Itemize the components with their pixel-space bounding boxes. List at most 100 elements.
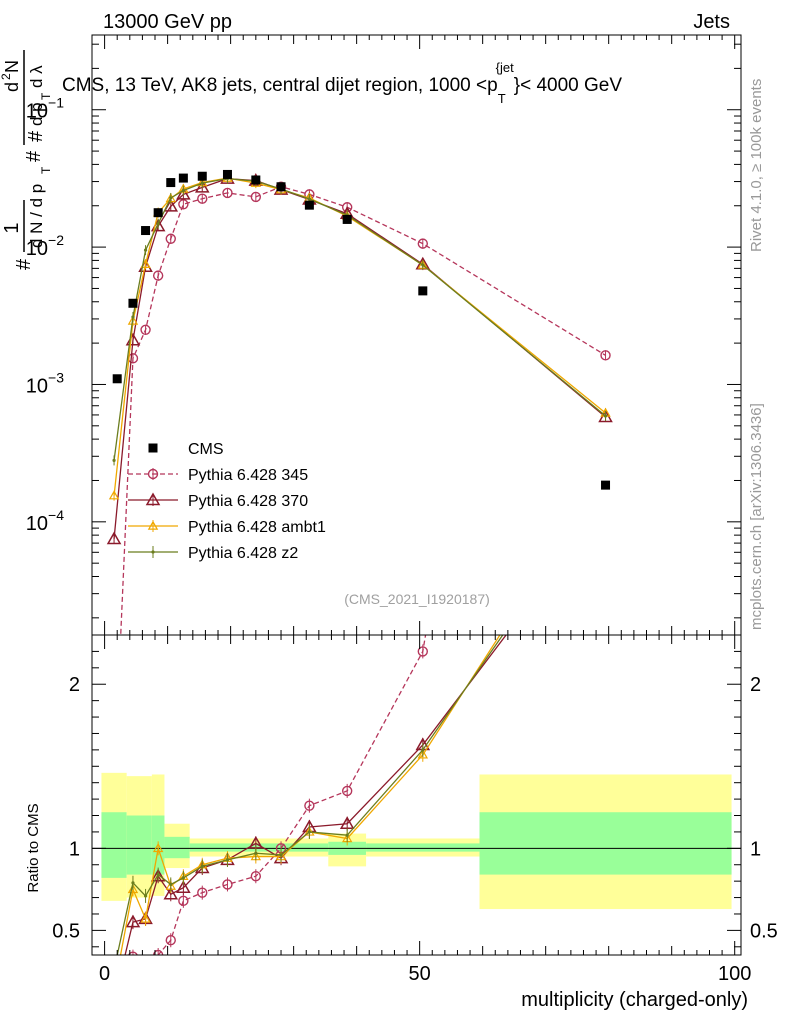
ratio-point-p370-5 — [176, 880, 191, 893]
data-point-8 — [251, 175, 261, 185]
legend-label-p345: Pythia 6.428 345 — [188, 467, 308, 484]
y-tick-label-ratio-left-1: 1 — [69, 838, 80, 860]
point-z2-6 — [200, 181, 204, 185]
ylabel-den: d N / d p — [27, 184, 46, 248]
ratio-point-p370-0 — [108, 995, 120, 1006]
title-tail: }< 4000 GeV — [514, 75, 623, 96]
y-tick-label-ratio-left-2: 2 — [69, 674, 80, 696]
ratio-point-z2-11 — [345, 833, 349, 837]
point-z2-1 — [131, 315, 135, 319]
ratio-point-p345-1 — [128, 951, 138, 955]
ylabel-num-sup: 2 — [0, 73, 13, 80]
point-z2-2 — [143, 248, 148, 252]
ratio-point-z2-7 — [225, 858, 230, 862]
mcplots-label: mcplots.cern.ch [arXiv:1306.3436] — [748, 403, 765, 630]
ratio-point-z2-8 — [254, 851, 258, 855]
data-point-0 — [112, 374, 122, 384]
point-z2-3 — [156, 222, 160, 226]
ratio-point-z2-5 — [181, 876, 185, 880]
ratio-point-z2-2 — [143, 894, 148, 898]
point-z2-4 — [169, 196, 173, 200]
data-point-10 — [304, 200, 314, 210]
ratio-point-ambt1-13 — [601, 467, 609, 474]
ratio-point-p345-12 — [417, 646, 429, 657]
ratio-point-p345-5 — [178, 895, 189, 907]
ratio-point-ambt1-3 — [152, 842, 164, 853]
x-axis-label: multiplicity (charged-only) — [521, 989, 748, 1011]
ratio-line-z2 — [116, 635, 504, 955]
y-axis-label-main: # 1 d N / d p T # d 2 N # d p T d λ — [0, 50, 53, 270]
ratio-point-p345-8 — [250, 871, 262, 882]
point-ambt1-1 — [127, 315, 139, 325]
x-tick-label-1: 50 — [409, 963, 431, 985]
ylabel-den-hash: # — [25, 130, 47, 142]
plot-title: CMS, 13 TeV, AK8 jets, central dijet reg… — [62, 60, 622, 106]
legend-label-cms: CMS — [188, 441, 224, 458]
point-z2-10 — [307, 197, 311, 201]
ratio-point-z2-9 — [279, 853, 283, 857]
point-p345-8 — [250, 191, 262, 203]
y-tick-label-ratio-right-0: 0.5 — [750, 920, 778, 942]
ratio-line-p370 — [124, 635, 507, 955]
data-point-6 — [197, 171, 207, 181]
point-z2-12 — [421, 263, 425, 267]
point-p345-2 — [140, 324, 151, 335]
point-z2-0 — [112, 458, 116, 463]
data-point-9 — [276, 182, 286, 192]
point-p345-5 — [178, 199, 189, 210]
rivet-version-label: Rivet 4.1.0, ≥ 100k events — [748, 79, 765, 252]
data-point-3 — [153, 208, 163, 218]
ratio-point-p370-1 — [125, 914, 141, 928]
point-p345-6 — [197, 193, 208, 204]
axes: 0 50 100 10−4 10−3 10−2 10−1 0.5 0.5 1 1 2 2 — [26, 34, 778, 985]
legend-marker-ambt1 — [147, 520, 159, 530]
ratio-point-z2-4 — [169, 882, 173, 887]
ratio-point-z2-1 — [131, 881, 135, 885]
legend-marker-p345 — [147, 468, 159, 480]
legend-label-ambt1: Pythia 6.428 ambt1 — [188, 519, 326, 536]
title-sub: T — [498, 91, 506, 106]
band-inner-6 — [366, 843, 480, 852]
ratio-frame — [91, 634, 742, 956]
ratio-point-z2-6 — [200, 864, 204, 868]
ylabel-right-top: d p — [27, 102, 46, 126]
data-point-4 — [166, 178, 176, 188]
data-point-5 — [178, 173, 188, 183]
ratio-point-z2-12 — [421, 748, 425, 752]
y-tick-label-main-1: 10−3 — [26, 369, 64, 397]
title-sup: {jet — [496, 60, 514, 75]
band-inner-0 — [101, 812, 127, 878]
ylabel-num-top: d — [2, 82, 22, 92]
ylabel-one: 1 — [1, 222, 23, 233]
series-line-p345 — [120, 186, 606, 635]
ratio-point-p345-4 — [165, 935, 176, 946]
energy-label: 13000 GeV pp — [103, 11, 232, 33]
point-p345-4 — [165, 233, 176, 244]
band-inner-1 — [126, 815, 152, 875]
ylabel-lead-hash: # — [13, 258, 35, 270]
point-p345-12 — [417, 238, 429, 249]
data-point-2 — [141, 226, 151, 236]
y-axis-label-ratio: Ratio to CMS — [25, 803, 42, 892]
main-plot — [106, 169, 613, 635]
point-ambt1-0 — [108, 490, 120, 500]
point-p345-13 — [600, 350, 611, 361]
ratio-point-ambt1-1 — [127, 883, 139, 894]
ratio-point-z2-10 — [307, 830, 311, 834]
ratio-point-ambt1-0 — [110, 985, 118, 992]
series-line-z2 — [113, 177, 606, 461]
data-point-11 — [342, 214, 352, 224]
x-tick-label-2: 100 — [718, 963, 751, 985]
legend: CMS Pythia 6.428 345 Pythia 6.428 370 Pythi… — [128, 441, 326, 562]
ratio-point-ambt1-2 — [140, 913, 151, 923]
ratio-point-z2-0 — [112, 968, 115, 971]
point-p370-5 — [176, 186, 191, 200]
ratio-point-p345-0 — [110, 1008, 119, 1017]
y-tick-label-ratio-right-2: 2 — [750, 674, 761, 696]
point-p370-6 — [194, 179, 210, 193]
y-tick-label-main-2: 10−2 — [26, 232, 64, 260]
ylabel-right-sub: T — [39, 92, 53, 100]
y-tick-label-ratio-right-1: 1 — [750, 838, 761, 860]
ylabel-den-sub: T — [39, 166, 53, 174]
